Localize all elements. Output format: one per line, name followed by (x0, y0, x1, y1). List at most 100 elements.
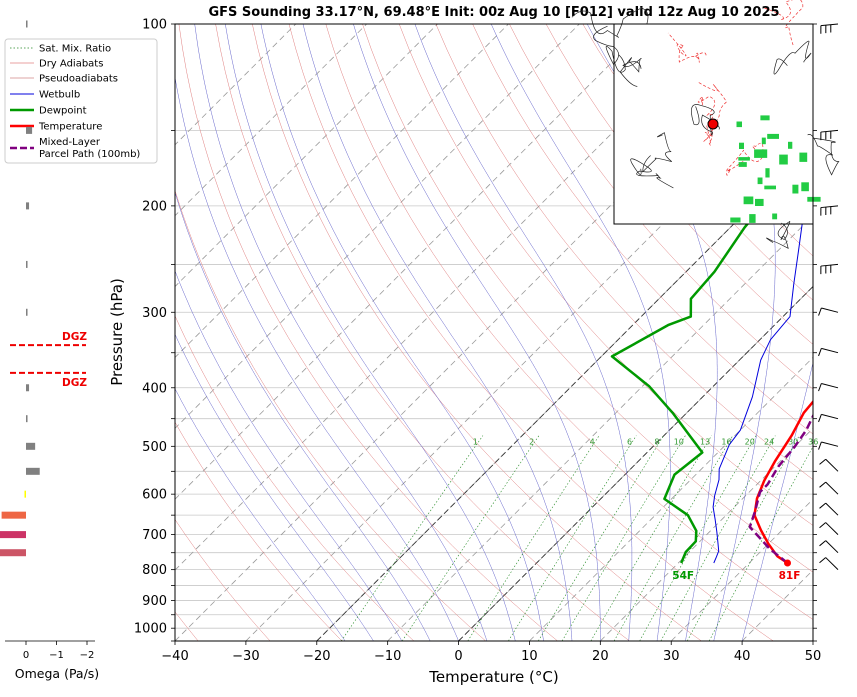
wind-barb (817, 257, 838, 274)
omega-bar (26, 384, 29, 391)
omega-tick-label: 0 (23, 650, 29, 661)
y-tick-label: 1000 (134, 622, 167, 637)
dry-adiabat (179, 24, 558, 641)
x-tick-label: 50 (805, 649, 822, 664)
mixing-ratio-line (538, 436, 663, 641)
chart-legend: Sat. Mix. Ratio Dry Adiabats Pseudoadiabat… (5, 39, 157, 163)
dry-adiabat (142, 24, 486, 641)
chart-title: GFS Sounding 33.17°N, 69.48°E Init: 00z … (208, 5, 779, 20)
y-tick-label: 400 (142, 381, 167, 396)
wind-barb (817, 123, 838, 140)
mixing-ratio-line (508, 436, 636, 641)
x-axis: −40 −30 −20 −10 0 10 20 30 40 50 (161, 641, 821, 664)
omega-bar (24, 491, 26, 498)
x-tick-label: −10 (374, 649, 401, 664)
dgz-label: DGZ (62, 377, 87, 389)
wind-barb (816, 377, 838, 394)
pseudoadiabat (261, 24, 544, 641)
omega-bar (0, 531, 26, 538)
wind-barb (817, 17, 838, 34)
y-tick-label: 100 (142, 18, 167, 33)
mixing-ratio-label: 10 (674, 437, 684, 446)
wind-barb (819, 556, 838, 572)
mixing-ratio-line (591, 436, 712, 641)
wind-barb (816, 302, 838, 319)
legend-label: Parcel Path (100mb) (39, 149, 140, 160)
pseudoadiabat (303, 24, 572, 641)
dry-adiabat (840, 24, 857, 641)
mixing-ratio-label: 8 (654, 437, 659, 446)
y-tick-label: 300 (142, 306, 167, 321)
y-tick-label: 600 (142, 488, 167, 503)
mixing-ratio-label: 24 (764, 437, 774, 446)
y-axis-label: Pressure (hPa) (108, 278, 126, 386)
omega-bar (0, 549, 26, 556)
mixing-ratio-label: 1 (473, 437, 478, 446)
mixing-ratio-label: 6 (627, 437, 632, 446)
legend-label: Pseudoadiabats (39, 74, 118, 85)
wind-barb (816, 436, 838, 453)
wind-barb (816, 408, 838, 425)
surface-dewpoint-label: 54F (672, 570, 694, 582)
x-tick-label: 10 (521, 649, 538, 664)
pseudoadiabat (122, 24, 401, 641)
omega-bar (26, 415, 28, 422)
mixing-ratio-line (562, 436, 685, 641)
omega-bar (26, 261, 28, 268)
x-tick-label: −40 (161, 649, 188, 664)
dgz-label: DGZ (62, 331, 87, 343)
omega-bar (2, 512, 26, 519)
wind-barb (819, 458, 838, 474)
map-inset (572, 0, 839, 248)
legend-label: Sat. Mix. Ratio (39, 44, 111, 55)
mixing-ratio-line (468, 436, 599, 641)
omega-axis-label: Omega (Pa/s) (15, 666, 99, 681)
mixing-ratio-label: 20 (745, 437, 755, 446)
x-tick-label: 20 (592, 649, 609, 664)
pseudoadiabat (168, 24, 459, 641)
wind-barb (819, 480, 838, 496)
omega-bar (26, 309, 28, 316)
x-tick-label: 40 (734, 649, 751, 664)
x-tick-label: 30 (663, 649, 680, 664)
omega-bar (26, 127, 32, 134)
pseudoadiabat (195, 24, 487, 641)
omega-bar (26, 21, 28, 28)
omega-tick-label: −1 (49, 650, 64, 661)
omega-tick-label: −2 (80, 650, 95, 661)
mixing-ratio-label: 2 (529, 437, 534, 446)
legend-label: Dry Adiabats (39, 59, 103, 70)
y-tick-label: 800 (142, 563, 167, 578)
wind-barb (819, 539, 838, 555)
wind-barb (819, 501, 838, 517)
y-tick-label: 700 (142, 528, 167, 543)
y-tick-label: 900 (142, 594, 167, 609)
mixing-ratio-line (341, 436, 483, 641)
legend-label: Wetbulb (39, 90, 80, 101)
mixing-ratio-line (402, 436, 539, 641)
x-tick-label: −20 (303, 649, 330, 664)
y-tick-label: 200 (142, 199, 167, 214)
wind-barbs (816, 17, 838, 571)
pseudoadiabat (415, 24, 632, 641)
x-tick-label: −30 (232, 649, 259, 664)
mixing-ratio-line (661, 436, 776, 641)
y-tick-label: 500 (142, 440, 167, 455)
surface-point (784, 560, 791, 567)
pseudoadiabat (144, 24, 430, 641)
legend-label: Mixed-Layer (39, 137, 101, 148)
pseudoadiabat (225, 24, 515, 641)
mixing-ratio-label: 16 (721, 437, 731, 446)
legend-label: Dewpoint (39, 106, 87, 117)
surface-temp-label: 81F (779, 570, 801, 582)
wind-barb (819, 521, 838, 537)
x-tick-label: 0 (454, 649, 462, 664)
omega-bar (26, 202, 29, 209)
isotherm (813, 24, 857, 641)
mixing-ratio-label: 4 (590, 437, 595, 446)
omega-bar (26, 443, 35, 450)
omega-bar (26, 468, 40, 475)
x-axis-label: Temperature (°C) (428, 668, 558, 686)
